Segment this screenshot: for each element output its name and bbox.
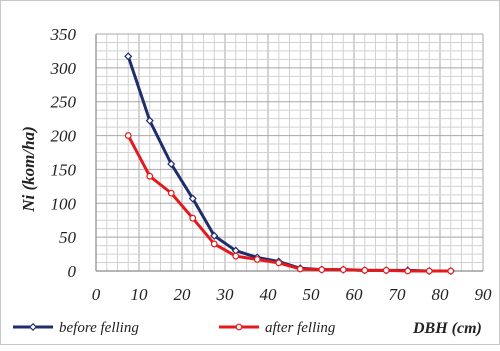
legend-marker [28, 322, 38, 332]
data-point [318, 266, 326, 274]
y-tick-label: 150 [51, 160, 77, 179]
data-point [188, 194, 197, 203]
legend-marker [235, 323, 243, 331]
x-tick-label: 40 [260, 285, 278, 304]
data-point [232, 252, 240, 260]
legend-label: before felling [59, 320, 139, 336]
data-point [189, 214, 197, 222]
y-tick-label: 200 [51, 127, 77, 146]
data-point [145, 116, 154, 125]
x-tick-label: 90 [475, 285, 493, 304]
grid-lines [95, 33, 484, 272]
legend: before felling after felling [13, 320, 336, 336]
data-point [447, 267, 455, 275]
data-point [167, 159, 176, 169]
x-tick-label: 30 [216, 285, 235, 304]
data-point [253, 256, 261, 263]
data-point [210, 240, 218, 248]
data-point [124, 52, 133, 61]
y-tick-label: 300 [50, 59, 77, 78]
x-tick-label: 10 [131, 285, 149, 304]
y-tick-label: 100 [51, 194, 77, 213]
x-tick-labels: 0 10 20 30 40 50 60 70 80 90 [92, 285, 492, 304]
x-axis-label: DBH (cm) [412, 320, 482, 337]
y-tick-labels: 0 50 100 150 200 250 300 350 [50, 25, 77, 281]
data-point [146, 172, 154, 180]
series-line-2 [126, 134, 453, 273]
data-point [404, 267, 412, 275]
y-tick-label: 50 [59, 228, 77, 247]
y-tick-label: 0 [68, 262, 77, 281]
y-tick-label: 250 [51, 93, 77, 112]
x-tick-label: 70 [389, 285, 407, 304]
data-series [124, 52, 455, 276]
x-tick-label: 50 [303, 285, 321, 304]
data-point [296, 265, 304, 273]
x-tick-label: 60 [346, 285, 364, 304]
x-tick-label: 80 [432, 285, 450, 304]
data-point [382, 266, 390, 274]
x-tick-label: 20 [174, 285, 192, 304]
data-point [210, 231, 219, 240]
data-point [339, 266, 347, 274]
data-point [124, 132, 132, 139]
data-point [361, 266, 369, 274]
x-tick-label: 0 [92, 285, 101, 304]
legend-label: after felling [265, 320, 336, 336]
data-point [425, 267, 433, 275]
data-point [275, 259, 283, 267]
y-axis-label: Ni (kom/ha) [19, 126, 38, 212]
data-point [167, 189, 175, 197]
y-tick-label: 350 [50, 25, 77, 44]
